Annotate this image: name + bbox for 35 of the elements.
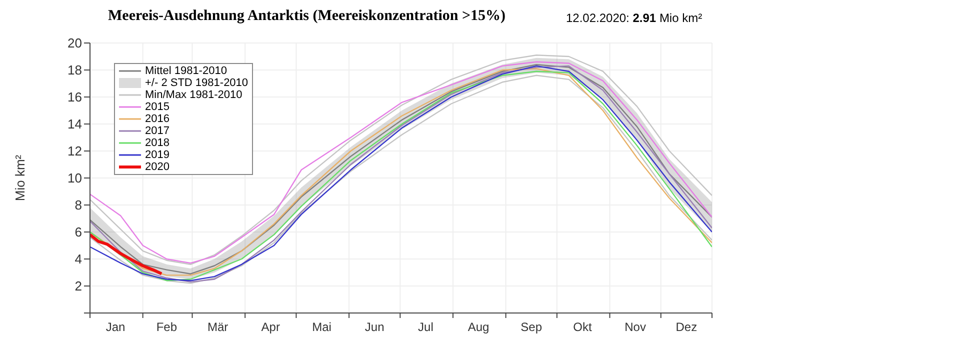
y-tick-label: 12 [68, 144, 82, 159]
legend-label: 2020 [145, 161, 170, 173]
chart-title: Meereis-Ausdehnung Antarktis (Meereiskonzentration >15%) [108, 8, 506, 25]
x-tick-label: Mai [312, 320, 332, 334]
legend-label: 2016 [145, 113, 170, 125]
legend-label: 2019 [145, 149, 170, 161]
y-tick-label: 14 [68, 116, 82, 132]
y-tick-label: 2 [74, 278, 82, 294]
x-tick-label: Dez [676, 320, 698, 334]
x-tick-label: Jan [106, 320, 126, 334]
x-tick-label: Apr [261, 320, 280, 334]
x-tick-label: Feb [156, 320, 178, 334]
y-tick-label: 20 [68, 36, 82, 51]
y-tick-label: 4 [74, 252, 82, 267]
x-tick-label: Nov [624, 320, 646, 334]
line-series [90, 233, 164, 276]
x-tick-label: Aug [468, 320, 490, 334]
y-tick-label: 18 [68, 62, 82, 78]
x-tick-label: Sep [520, 320, 542, 334]
legend-label: 2018 [145, 137, 170, 149]
legend-label: Mittel 1981-2010 [145, 65, 227, 77]
legend-label: 2015 [145, 101, 170, 113]
y-tick-label: 10 [68, 170, 82, 186]
y-axis-title: Mio km² [12, 154, 28, 202]
annotation: +/- 2 STD 1981-2010 [145, 77, 248, 89]
x-tick-label: Okt [573, 320, 592, 334]
legend-label: Min/Max 1981-2010 [145, 89, 242, 101]
chart-subtitle: 12.02.2020: 2.91 Mio km² [566, 11, 702, 25]
x-tick-label: Jul [418, 320, 434, 334]
y-tick-label: 16 [68, 90, 82, 105]
x-tick-label: Jun [364, 320, 384, 334]
y-tick-label: 6 [74, 224, 82, 240]
y-tick-label: 8 [74, 198, 82, 213]
legend-label: 2017 [145, 125, 170, 137]
x-tick-label: Mär [207, 320, 228, 334]
